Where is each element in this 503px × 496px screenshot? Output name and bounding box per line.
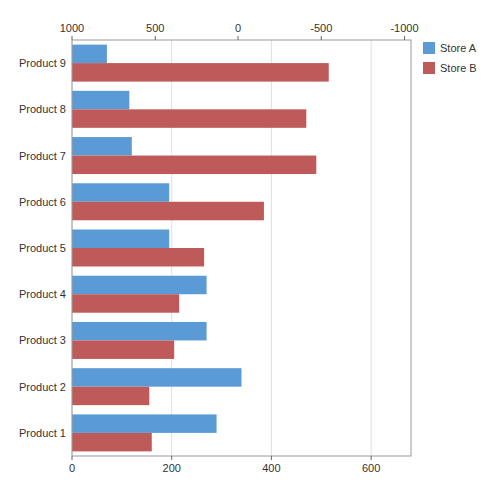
bar — [72, 91, 129, 109]
chart-svg: 020040060010005000-500-1000Product 1Prod… — [0, 0, 503, 496]
x-axis: 0 200 400 600 — [69, 456, 380, 474]
category-label: Product 8 — [19, 103, 66, 115]
legend-swatch — [423, 42, 435, 54]
x-tick-label: 600 — [362, 462, 380, 474]
x2-tick — [321, 36, 322, 40]
category-label: Product 7 — [19, 150, 66, 162]
x2-tick — [72, 36, 73, 40]
bar — [72, 230, 169, 248]
x-tick-label: 200 — [163, 462, 181, 474]
bar — [72, 248, 204, 266]
bar — [72, 414, 217, 432]
x2-tick-label: 500 — [146, 22, 164, 34]
x-tick — [171, 456, 172, 460]
bar — [72, 63, 329, 81]
bar — [72, 322, 207, 340]
grid-line — [371, 40, 372, 456]
series — [72, 45, 242, 433]
bar — [72, 137, 132, 155]
bar — [72, 183, 169, 201]
bar — [72, 387, 149, 405]
bar — [72, 202, 264, 220]
bar — [72, 276, 207, 294]
category-label: Product 5 — [19, 242, 66, 254]
category-label: Product 6 — [19, 196, 66, 208]
bar — [72, 368, 242, 386]
legend-label: Store B — [440, 62, 477, 74]
legend-swatch — [423, 62, 435, 74]
x2-tick-label: -500 — [310, 22, 332, 34]
category-label: Product 9 — [19, 57, 66, 69]
x-tick-label: 0 — [69, 462, 75, 474]
bar — [72, 45, 107, 63]
grid-line — [271, 40, 272, 456]
x-tick — [271, 456, 272, 460]
bar — [72, 340, 174, 358]
category-label: Product 3 — [19, 334, 66, 346]
bars — [72, 45, 329, 452]
legend-label: Store A — [440, 42, 477, 54]
category-label: Product 1 — [19, 427, 66, 439]
x2-tick — [155, 36, 156, 40]
category-label: Product 4 — [19, 288, 66, 300]
category-label: Product 2 — [19, 381, 66, 393]
x-tick — [72, 456, 73, 460]
x2-tick — [404, 36, 405, 40]
x2-tick — [238, 36, 239, 40]
bar — [72, 294, 179, 312]
plot-frame — [72, 40, 411, 456]
legend: Store A Store B — [423, 42, 477, 74]
chart-container: 020040060010005000-500-1000Product 1Prod… — [0, 0, 503, 496]
x2-tick-label: 1000 — [60, 22, 84, 34]
y-axis: Product 1 Product 2 Product 3 Product 4 Prod… — [19, 57, 66, 439]
x2-tick-label: 0 — [235, 22, 241, 34]
bar — [72, 156, 316, 174]
series — [72, 63, 329, 451]
x-tick-label: 400 — [262, 462, 280, 474]
bar — [72, 109, 306, 127]
grid — [72, 40, 371, 456]
x2-axis: 1000 500 0 -500 -1000 — [60, 22, 419, 40]
x-tick — [371, 456, 372, 460]
x2-tick-label: -1000 — [390, 22, 418, 34]
bar — [72, 433, 152, 451]
